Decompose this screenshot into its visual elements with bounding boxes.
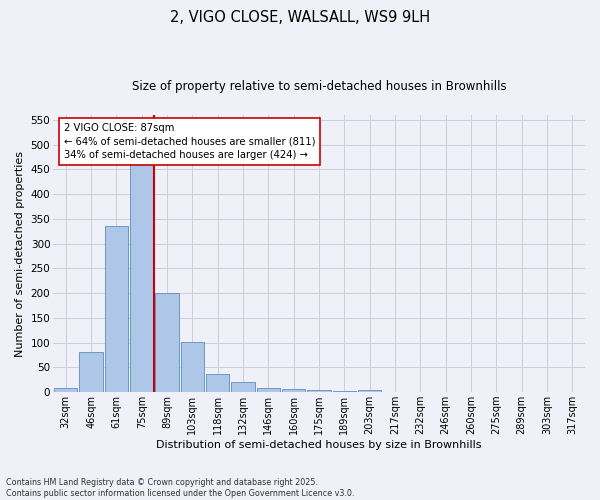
Bar: [206, 374, 229, 392]
Bar: [79, 352, 103, 392]
Bar: [282, 388, 305, 392]
Bar: [181, 342, 204, 392]
Title: Size of property relative to semi-detached houses in Brownhills: Size of property relative to semi-detach…: [132, 80, 506, 93]
Y-axis label: Number of semi-detached properties: Number of semi-detached properties: [15, 150, 25, 356]
Bar: [257, 388, 280, 392]
Text: 2, VIGO CLOSE, WALSALL, WS9 9LH: 2, VIGO CLOSE, WALSALL, WS9 9LH: [170, 10, 430, 25]
Bar: [333, 391, 356, 392]
Text: 2 VIGO CLOSE: 87sqm
← 64% of semi-detached houses are smaller (811)
34% of semi-: 2 VIGO CLOSE: 87sqm ← 64% of semi-detach…: [64, 124, 315, 160]
X-axis label: Distribution of semi-detached houses by size in Brownhills: Distribution of semi-detached houses by …: [156, 440, 482, 450]
Bar: [130, 164, 154, 392]
Bar: [155, 293, 179, 392]
Bar: [307, 390, 331, 392]
Bar: [232, 382, 255, 392]
Bar: [54, 388, 77, 392]
Bar: [105, 226, 128, 392]
Bar: [358, 390, 382, 392]
Text: Contains HM Land Registry data © Crown copyright and database right 2025.
Contai: Contains HM Land Registry data © Crown c…: [6, 478, 355, 498]
